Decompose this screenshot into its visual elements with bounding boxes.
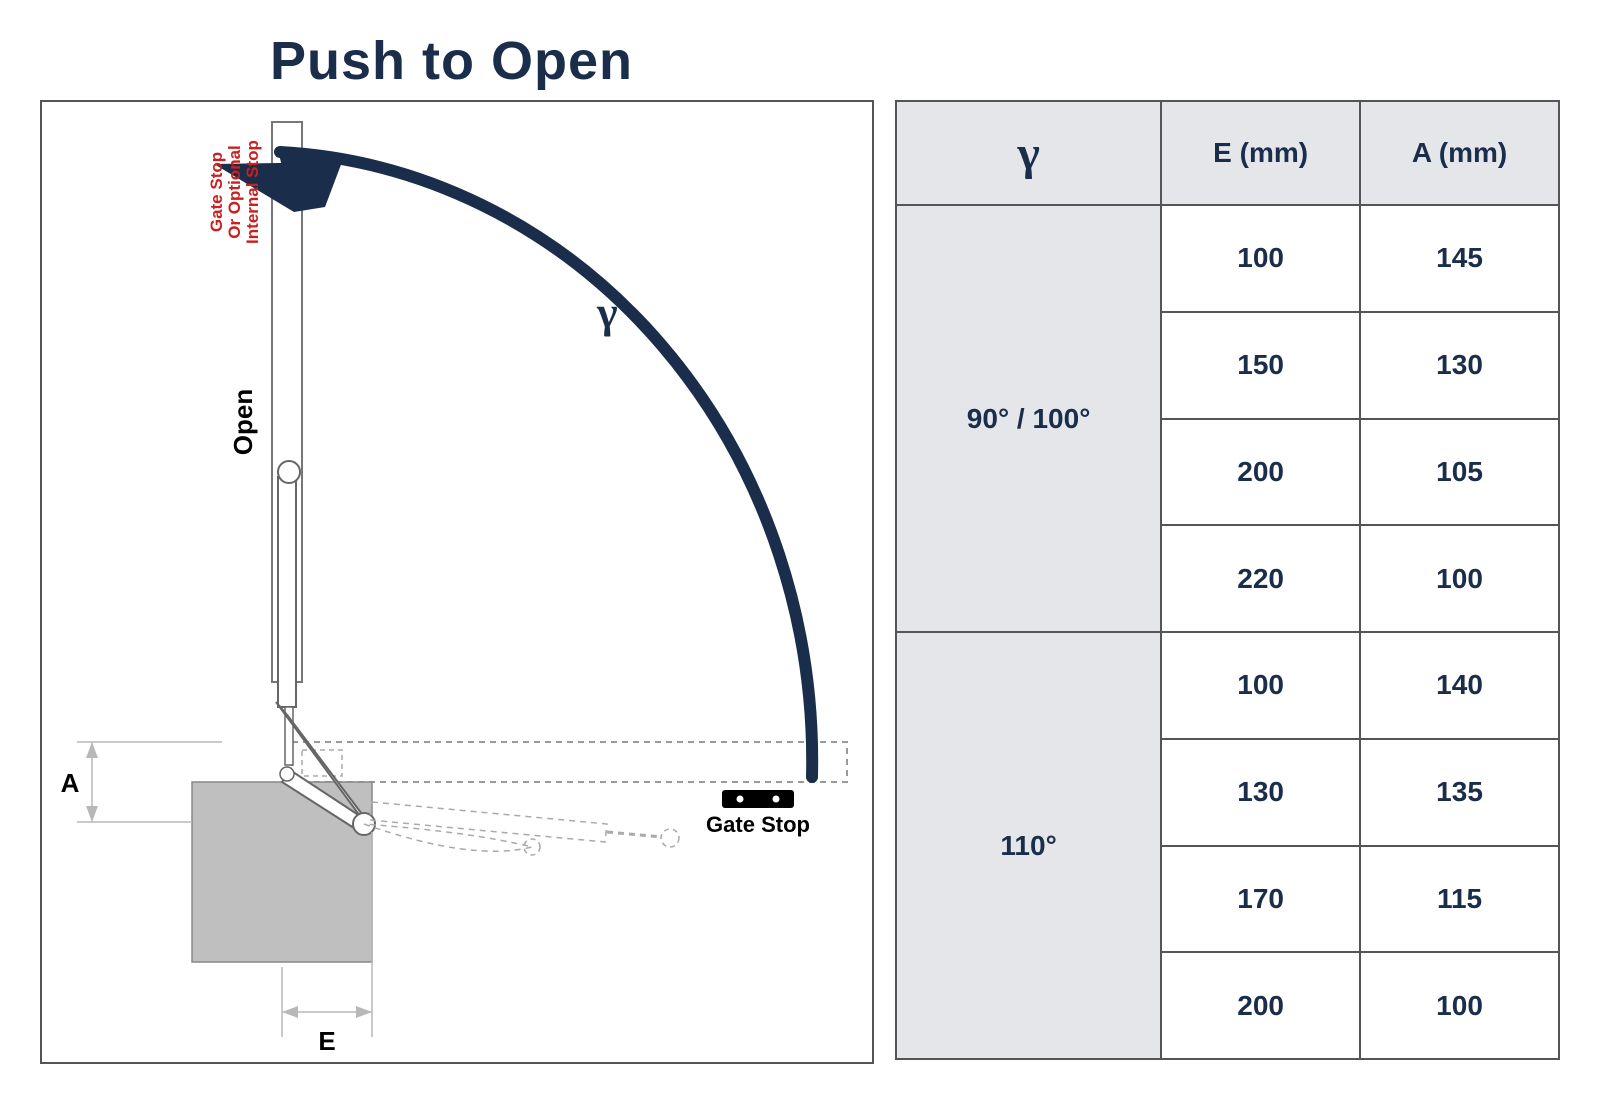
cell-a: 115 — [1360, 846, 1559, 953]
cell-a: 100 — [1360, 952, 1559, 1059]
cell-e: 200 — [1161, 952, 1360, 1059]
col-header-a: A (mm) — [1360, 101, 1559, 205]
dim-e-arrow-l — [282, 1006, 298, 1018]
gamma-cell-1: 110° — [896, 632, 1161, 1059]
actuator-closed-body — [370, 802, 607, 842]
gate-stop-hole-1 — [737, 796, 744, 803]
cell-a: 140 — [1360, 632, 1559, 739]
col-header-e: E (mm) — [1161, 101, 1360, 205]
actuator-closed-cap — [661, 829, 679, 847]
arm-open-pivot — [280, 767, 294, 781]
table-row: 90° / 100° 100 145 — [896, 205, 1559, 312]
dim-e-label: E — [318, 1026, 335, 1056]
cell-e: 200 — [1161, 419, 1360, 526]
diagram-panel: Gate Stop γ Open Gate Stop Or Optional I… — [40, 100, 874, 1064]
cell-a: 145 — [1360, 205, 1559, 312]
gamma-label: γ — [596, 288, 618, 337]
diagram-svg: Gate Stop γ Open Gate Stop Or Optional I… — [42, 102, 872, 1062]
page-title: Push to Open — [270, 30, 633, 92]
open-label: Open — [228, 389, 258, 455]
actuator-open-cap — [278, 461, 300, 483]
cell-e: 170 — [1161, 846, 1360, 953]
col-header-gamma: γ — [896, 101, 1161, 205]
gate-stop-block — [722, 790, 794, 808]
cell-a: 105 — [1360, 419, 1559, 526]
table-row: 110° 100 140 — [896, 632, 1559, 739]
red-label-line1: Gate Stop — [207, 152, 226, 232]
gate-stop-label: Gate Stop — [706, 812, 810, 837]
arm-closed-link — [364, 824, 532, 851]
actuator-closed-rod — [607, 832, 662, 837]
dim-a-arrow-top — [86, 742, 98, 758]
gate-closed-outline — [292, 742, 847, 782]
cell-a: 100 — [1360, 525, 1559, 632]
cell-a: 135 — [1360, 739, 1559, 846]
arm-closed-elbow — [524, 839, 540, 855]
dim-e-arrow-r — [356, 1006, 372, 1018]
cell-a: 130 — [1360, 312, 1559, 419]
gate-stop-hole-2 — [773, 796, 780, 803]
dim-a-arrow-bot — [86, 806, 98, 822]
cell-e: 150 — [1161, 312, 1360, 419]
red-label-line2: Or Optional — [225, 145, 244, 239]
dimension-table: γ E (mm) A (mm) 90° / 100° 100 145 150 1… — [895, 100, 1560, 1060]
red-label-line3: Internal Stop — [243, 140, 262, 244]
dim-a-label: A — [61, 768, 80, 798]
cell-e: 130 — [1161, 739, 1360, 846]
actuator-open-body — [278, 477, 296, 707]
gamma-cell-0: 90° / 100° — [896, 205, 1161, 632]
swing-arc — [280, 152, 812, 777]
cell-e: 220 — [1161, 525, 1360, 632]
cell-e: 100 — [1161, 205, 1360, 312]
table-header-row: γ E (mm) A (mm) — [896, 101, 1559, 205]
cell-e: 100 — [1161, 632, 1360, 739]
